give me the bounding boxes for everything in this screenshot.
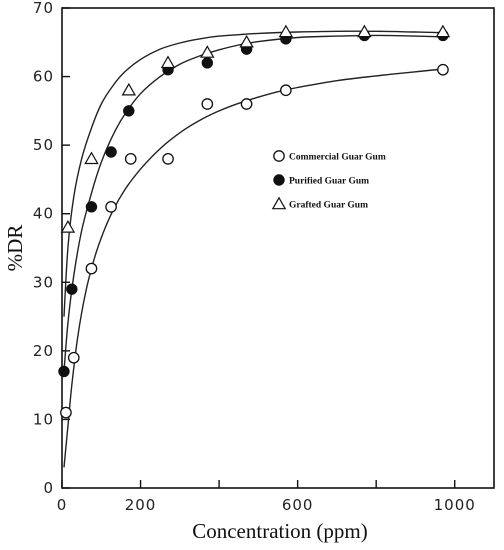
data-point-s1 <box>58 365 70 378</box>
data-point-s0 <box>60 406 72 419</box>
data-point-s0 <box>280 84 292 97</box>
data-point-s0 <box>124 153 137 165</box>
x-tick-label: 600 <box>282 496 314 514</box>
data-point-s0 <box>105 201 117 213</box>
data-point-s0 <box>67 351 80 364</box>
legend-marker-2 <box>271 196 287 210</box>
fit-curve-1 <box>63 34 443 372</box>
data-point-s0 <box>162 153 174 165</box>
data-markers <box>58 24 451 419</box>
y-axis: 0 10 20 30 40 50 60 70 <box>33 0 70 497</box>
x-axis-title: Concentration (ppm) <box>192 519 368 543</box>
data-point-s2 <box>278 24 294 38</box>
y-tick-label: 20 <box>33 342 54 360</box>
fit-curve-0 <box>63 68 443 468</box>
legend-label-1: Purified Guar Gum <box>289 177 369 187</box>
legend: Commercial Guar Gum Purified Guar Gum Graf… <box>271 150 386 211</box>
y-tick-label: 50 <box>33 136 54 154</box>
fit-curves <box>63 30 443 468</box>
plot-border <box>61 7 495 489</box>
data-point-s0 <box>201 98 214 110</box>
data-point-s2 <box>239 34 254 48</box>
data-point-s2 <box>160 55 176 69</box>
data-point-s2 <box>60 219 76 233</box>
data-point-s0 <box>85 262 98 275</box>
fit-curve-2 <box>63 30 443 317</box>
data-point-s1 <box>201 57 214 69</box>
data-point-s2 <box>200 45 215 58</box>
data-point-s2 <box>435 24 451 38</box>
y-tick-label: 30 <box>33 273 54 291</box>
data-point-s1 <box>66 283 78 295</box>
x-tick-label: 200 <box>125 496 157 514</box>
data-point-s1 <box>105 146 117 158</box>
plot-frame <box>61 7 495 489</box>
legend-marker-0 <box>273 150 285 162</box>
data-point-s1 <box>85 201 98 213</box>
data-point-s2 <box>357 24 372 38</box>
x-axis: 0 200 600 1000 <box>57 480 476 514</box>
legend-label-0: Commercial Guar Gum <box>289 153 386 163</box>
legend-marker-1 <box>273 174 285 186</box>
y-axis-title: %DR <box>3 225 27 272</box>
data-point-s2 <box>121 82 137 96</box>
legend-label-2: Grafted Guar Gum <box>289 201 368 211</box>
y-tick-label: 0 <box>43 479 54 497</box>
data-point-s0 <box>437 63 449 76</box>
y-tick-label: 60 <box>33 68 54 86</box>
x-tick-label: 0 <box>57 496 68 514</box>
data-point-s0 <box>240 98 253 110</box>
data-point-s1 <box>123 105 135 117</box>
y-tick-label: 70 <box>33 0 54 17</box>
x-tick-label: 1000 <box>434 496 476 514</box>
y-tick-label: 10 <box>33 410 54 428</box>
data-point-s2 <box>84 151 99 165</box>
y-tick-label: 40 <box>33 205 54 223</box>
